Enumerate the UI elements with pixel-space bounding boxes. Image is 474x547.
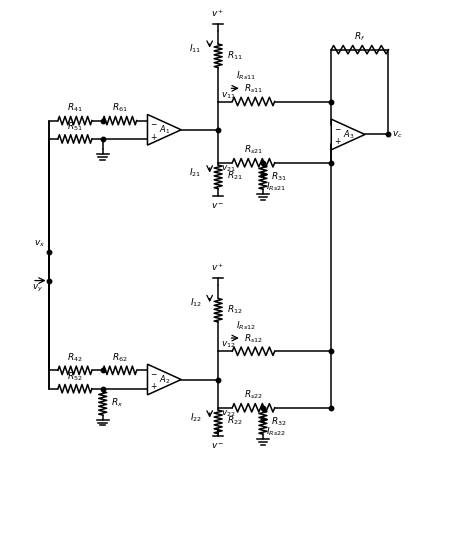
Text: $-$: $-$ <box>150 119 157 127</box>
Text: $R_{52}$: $R_{52}$ <box>67 370 83 382</box>
Text: $I_{21}$: $I_{21}$ <box>190 167 201 179</box>
Text: $+$: $+$ <box>150 381 157 391</box>
Text: $v_{12}$: $v_{12}$ <box>221 340 236 350</box>
Text: $R_{22}$: $R_{22}$ <box>227 415 242 427</box>
Text: $R_{s22}$: $R_{s22}$ <box>244 389 263 401</box>
Text: $v_{11}$: $v_{11}$ <box>221 90 236 101</box>
Text: $A_2$: $A_2$ <box>159 373 171 386</box>
Text: $v^-$: $v^-$ <box>211 441 225 451</box>
Text: $I_{Rs12}$: $I_{Rs12}$ <box>236 319 256 332</box>
Text: $v^-$: $v^-$ <box>211 201 225 211</box>
Text: $R_f$: $R_f$ <box>354 31 365 43</box>
Text: $I_{Rs11}$: $I_{Rs11}$ <box>236 69 256 82</box>
Text: $I_{11}$: $I_{11}$ <box>190 43 201 55</box>
Text: $v_{22}$: $v_{22}$ <box>221 409 236 419</box>
Text: $A_3$: $A_3$ <box>343 128 355 141</box>
Text: $v^+$: $v^+$ <box>211 261 225 273</box>
Text: $R_x$: $R_x$ <box>111 397 123 409</box>
Text: $I_{12}$: $I_{12}$ <box>190 297 201 310</box>
Text: $R_{32}$: $R_{32}$ <box>272 416 287 428</box>
Text: $+$: $+$ <box>150 131 157 142</box>
Text: $A_1$: $A_1$ <box>159 124 171 136</box>
Text: $v_c$: $v_c$ <box>392 129 403 139</box>
Text: $R_{41}$: $R_{41}$ <box>67 102 83 114</box>
Text: $I_{22}$: $I_{22}$ <box>190 412 201 424</box>
Text: $v^+$: $v^+$ <box>211 7 225 19</box>
Text: $R_{31}$: $R_{31}$ <box>272 171 287 183</box>
Text: $R_{11}$: $R_{11}$ <box>227 49 242 62</box>
Text: $+$: $+$ <box>334 136 341 146</box>
Text: $R_{s21}$: $R_{s21}$ <box>244 144 263 156</box>
Text: $R_{s12}$: $R_{s12}$ <box>244 332 263 345</box>
Text: $-$: $-$ <box>334 123 341 132</box>
Text: $R_{51}$: $R_{51}$ <box>67 120 83 133</box>
Text: $R_{42}$: $R_{42}$ <box>67 352 83 364</box>
Text: $R_{21}$: $R_{21}$ <box>227 170 242 182</box>
Text: $I_{Rs22}$: $I_{Rs22}$ <box>266 426 286 438</box>
Text: $-$: $-$ <box>150 368 157 377</box>
Text: $R_{s11}$: $R_{s11}$ <box>244 83 263 95</box>
Text: $I_{Rs21}$: $I_{Rs21}$ <box>266 181 286 193</box>
Text: $R_{61}$: $R_{61}$ <box>112 102 128 114</box>
Text: $v_x$: $v_x$ <box>34 238 45 249</box>
Text: $v_y$: $v_y$ <box>32 283 43 294</box>
Text: $v_{21}$: $v_{21}$ <box>221 164 236 174</box>
Text: $R_{62}$: $R_{62}$ <box>112 352 128 364</box>
Text: $R_{12}$: $R_{12}$ <box>227 304 242 316</box>
